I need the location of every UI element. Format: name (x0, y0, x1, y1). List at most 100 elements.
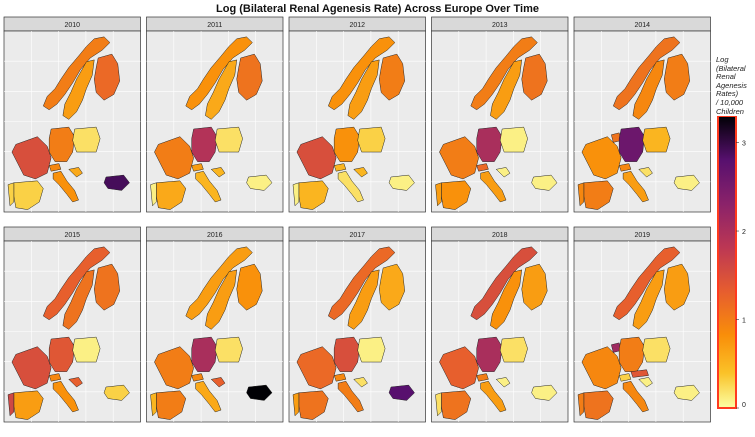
region-norway (327, 36, 396, 111)
legend-title-line: (Bilateral (716, 63, 746, 73)
legend-title-line: Agenesis (716, 80, 747, 90)
facet-panel: 2015 (3, 226, 141, 423)
facet-panel: 2012 (288, 16, 426, 213)
legend: Log (Bilateral Renal Agenesis Rates) / 1… (716, 55, 754, 409)
region-finland (521, 53, 548, 101)
region-spain (156, 390, 187, 420)
region-croatia (210, 377, 226, 388)
region-croatia (638, 377, 653, 388)
region-france (439, 136, 479, 180)
region-spain (583, 390, 614, 420)
region-portugal (577, 392, 585, 417)
region-germany (191, 336, 218, 372)
region-italy (480, 170, 507, 203)
region-croatia (68, 167, 83, 178)
region-croatia (210, 167, 226, 178)
legend-title-line: Renal (716, 72, 736, 82)
region-norway (612, 36, 681, 111)
facet-year-label: 2016 (207, 232, 223, 239)
region-poland (357, 126, 386, 153)
region-france (11, 346, 52, 390)
facet-year-label: 2010 (64, 22, 80, 29)
region-norway (327, 246, 396, 321)
region-france (296, 136, 337, 180)
region-switzerland (48, 373, 62, 382)
legend-title-line: / 10,000 (716, 97, 744, 107)
region-italy (622, 380, 649, 413)
region-germany (333, 336, 360, 372)
region-france (439, 346, 479, 390)
facet-panel: 2013 (431, 16, 569, 213)
facet-panel: 2011 (146, 16, 284, 213)
region-germany (333, 126, 360, 162)
region-germany (191, 126, 218, 162)
region-norway (42, 246, 111, 321)
legend-title-line: Log (716, 55, 729, 64)
region-croatia (638, 167, 653, 178)
region-portugal (7, 392, 15, 417)
region-france (581, 346, 622, 390)
region-bulgaria (531, 384, 558, 401)
region-bulgaria (673, 174, 700, 191)
facet-panel: 2019 (573, 226, 711, 423)
facet-year-label: 2019 (634, 232, 650, 239)
region-croatia (495, 167, 511, 178)
region-austria (630, 369, 649, 378)
region-norway (470, 36, 538, 111)
region-finland (663, 263, 690, 311)
legend-title-line: Rates) (716, 89, 739, 99)
facet-panel: 2017 (288, 226, 426, 423)
region-sweden (62, 269, 95, 330)
region-italy (195, 170, 222, 203)
region-switzerland (191, 373, 204, 382)
region-germany (476, 126, 503, 162)
facet-year-label: 2013 (492, 22, 508, 29)
region-finland (236, 263, 263, 311)
region-bulgaria (388, 174, 415, 191)
region-spain (13, 180, 44, 210)
region-portugal (435, 182, 442, 207)
region-spain (298, 180, 329, 210)
region-bulgaria (388, 384, 415, 401)
region-finland (378, 263, 405, 311)
facet-year-label: 2012 (349, 22, 365, 29)
region-spain (441, 180, 472, 210)
legend-title-line: Children (716, 106, 744, 116)
facet-panel: 2010 (3, 16, 141, 213)
region-finland (521, 263, 548, 311)
region-croatia (495, 377, 511, 388)
region-italy (480, 380, 507, 413)
region-switzerland (618, 373, 632, 382)
region-germany (476, 336, 503, 372)
region-italy (622, 170, 649, 203)
facet-year-label: 2011 (207, 22, 222, 29)
legend-tick-label: 3 (742, 141, 746, 148)
region-norway (470, 246, 538, 321)
facet-panel: 2014 (573, 16, 711, 213)
region-switzerland (476, 373, 489, 382)
region-germany (48, 336, 75, 372)
facet-panel: 2016 (146, 226, 284, 423)
region-portugal (7, 182, 15, 207)
region-norway (185, 246, 253, 321)
region-portugal (435, 392, 442, 417)
region-croatia (68, 377, 83, 388)
region-sweden (347, 269, 380, 330)
region-poland (214, 336, 243, 363)
region-bulgaria (246, 174, 273, 191)
legend-tick-label: 0 (742, 402, 746, 409)
region-poland (357, 336, 386, 363)
region-portugal (150, 392, 157, 417)
region-finland (93, 53, 120, 101)
region-spain (156, 180, 187, 210)
region-bulgaria (531, 174, 558, 191)
region-switzerland (48, 163, 62, 172)
region-bulgaria (103, 384, 130, 401)
facet-year-label: 2017 (349, 232, 365, 239)
region-spain (583, 180, 614, 210)
region-france (296, 346, 337, 390)
region-france (581, 136, 622, 180)
region-switzerland (333, 373, 347, 382)
facet-year-label: 2018 (492, 232, 508, 239)
region-germany (48, 126, 75, 162)
